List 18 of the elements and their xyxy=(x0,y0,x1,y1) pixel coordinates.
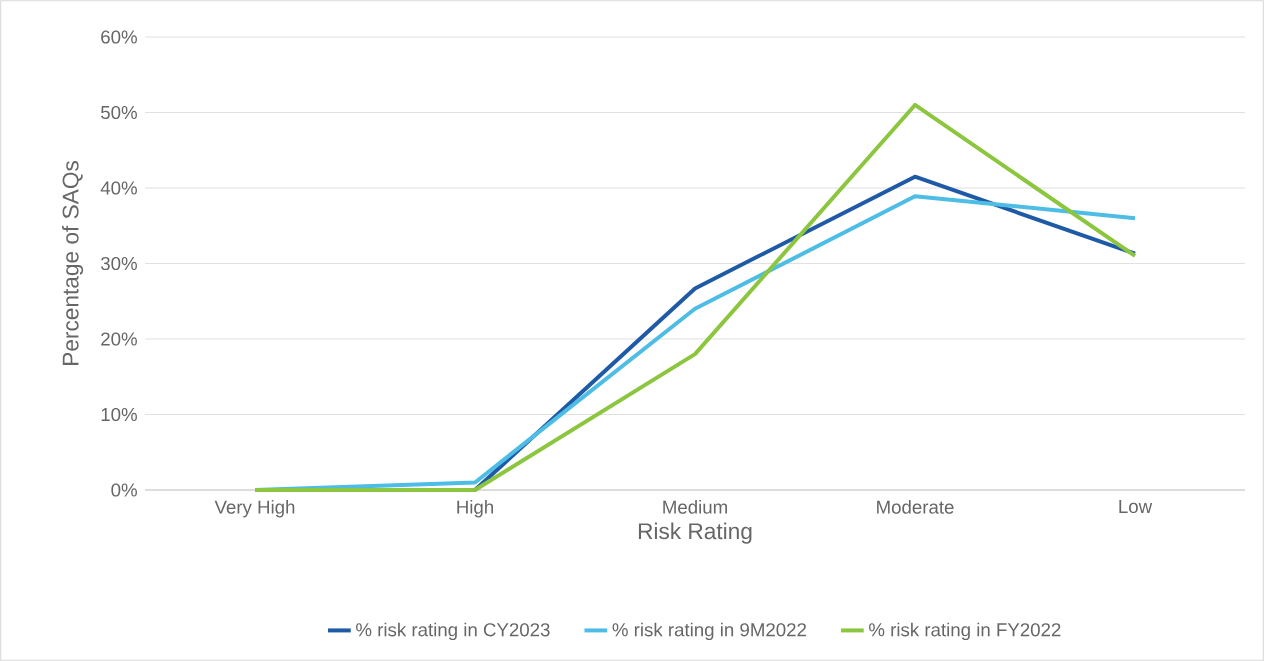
x-tick-label: High xyxy=(457,500,493,518)
y-tick-label: 40% xyxy=(100,181,137,195)
legend-label: % risk rating in CY2023 xyxy=(356,622,550,641)
y-tick-label: 0% xyxy=(111,483,137,497)
x-tick-label: Moderate xyxy=(877,500,954,514)
legend-label: % risk rating in 9M2022 xyxy=(612,622,806,641)
y-tick-label: 60% xyxy=(101,30,137,44)
x-axis-title: Risk Rating xyxy=(638,522,752,544)
y-tick-label: 50% xyxy=(101,105,137,120)
y-tick-label: 20% xyxy=(101,332,137,346)
x-tick-label: Low xyxy=(1119,500,1153,514)
line-series xyxy=(253,102,1138,492)
y-tick-label: 10% xyxy=(101,407,137,422)
x-tick-label: Medium xyxy=(663,500,727,514)
legend-label: % risk rating in FY2022 xyxy=(869,622,1061,641)
y-axis-title: Percentage of SAQs xyxy=(62,161,84,365)
x-tick-label: Very High xyxy=(214,500,295,518)
y-tick-label: 30% xyxy=(100,256,137,271)
